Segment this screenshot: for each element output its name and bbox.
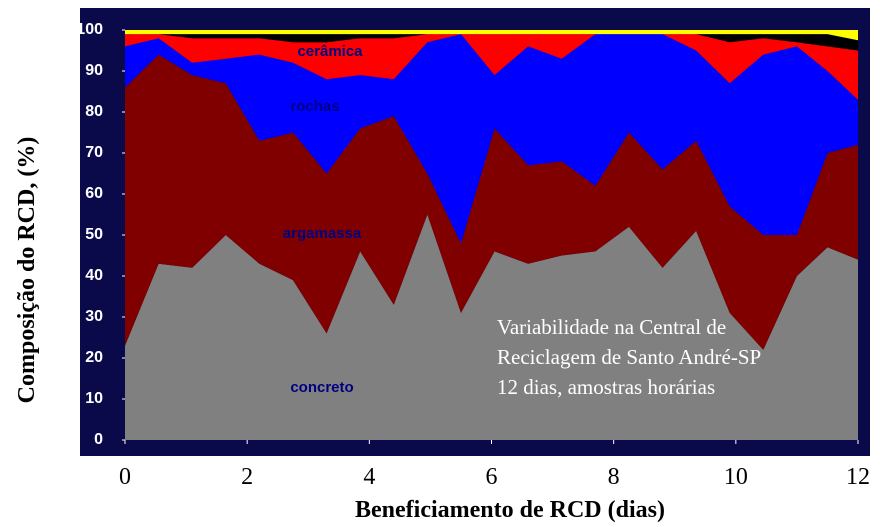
area xyxy=(125,30,858,41)
x-tick-label: 12 xyxy=(846,464,870,490)
annotation: Reciclagem de Santo André-SP xyxy=(497,345,761,369)
area xyxy=(125,34,858,51)
y-tick-label: 0 xyxy=(94,431,103,448)
area xyxy=(125,54,858,350)
y-tick-label: 10 xyxy=(85,390,103,407)
y-tick-label: 100 xyxy=(76,21,103,38)
y-tick-label: 40 xyxy=(85,267,103,284)
x-tick-label: 2 xyxy=(241,464,253,490)
y-tick-label: 70 xyxy=(85,144,103,161)
y-tick-label: 80 xyxy=(85,103,103,120)
series-label: rochas xyxy=(290,98,339,115)
series-label: cerâmica xyxy=(297,43,363,60)
series-label: concreto xyxy=(290,379,353,396)
y-tick-label: 50 xyxy=(85,226,103,243)
y-axis-label: Composição do RCD, (%) xyxy=(14,137,40,404)
area xyxy=(125,34,858,100)
y-tick-label: 30 xyxy=(85,308,103,325)
area xyxy=(125,214,858,440)
x-tick-label: 0 xyxy=(119,464,131,490)
area xyxy=(125,34,858,244)
y-tick-label: 60 xyxy=(85,185,103,202)
series-label: argamassa xyxy=(283,225,362,242)
y-tick-label: 90 xyxy=(85,62,103,79)
x-axis-label: Beneficiamento de RCD (dias) xyxy=(355,497,665,523)
x-tick-label: 6 xyxy=(486,464,498,490)
x-tick-label: 8 xyxy=(608,464,620,490)
annotation: Variabilidade na Central de xyxy=(497,315,726,339)
y-tick-label: 20 xyxy=(85,349,103,366)
x-tick-label: 10 xyxy=(724,464,748,490)
annotation: 12 dias, amostras horárias xyxy=(497,375,715,399)
x-tick-label: 4 xyxy=(363,464,375,490)
